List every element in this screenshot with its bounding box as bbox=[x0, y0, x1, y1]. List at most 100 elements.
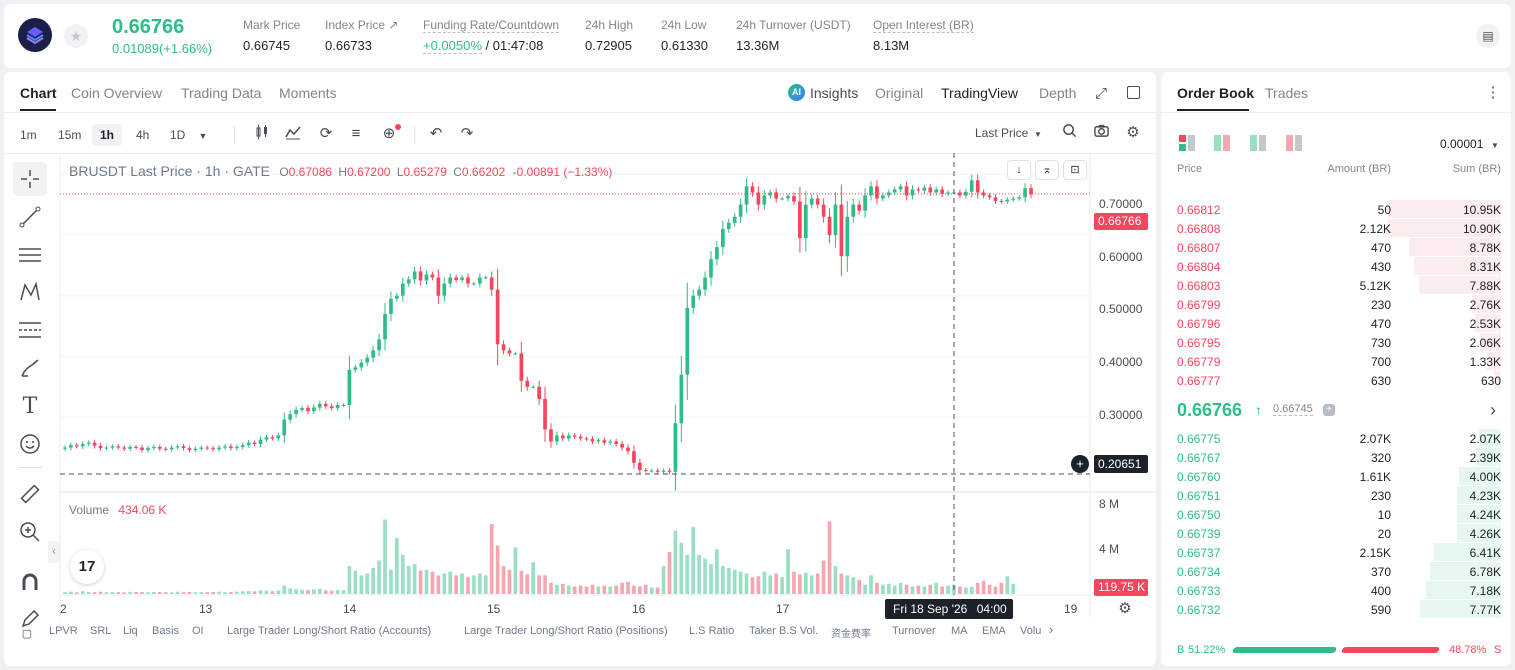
pattern-tool-icon[interactable] bbox=[13, 275, 47, 309]
indicator-ema[interactable]: EMA bbox=[982, 625, 1006, 637]
bid-row[interactable]: 0.66733 400 7.18K bbox=[1161, 581, 1511, 600]
indicator-lpvr[interactable]: LPVR bbox=[49, 625, 78, 637]
bid-row[interactable]: 0.66775 2.07K 2.07K bbox=[1161, 429, 1511, 448]
precision-select[interactable]: 0.00001 bbox=[1440, 137, 1484, 151]
indicator-funding-rate[interactable]: 资金费率 bbox=[831, 629, 871, 640]
indicator-ma[interactable]: MA bbox=[951, 625, 968, 637]
redo-icon[interactable]: ↷ bbox=[460, 125, 474, 142]
precision-chevron-icon[interactable]: ▼ bbox=[1491, 141, 1499, 150]
settings-gear-icon[interactable]: ⚙ bbox=[1126, 124, 1140, 141]
indicator-bar-icon[interactable]: ▢ bbox=[21, 628, 33, 640]
collapse-toolbar-icon[interactable]: ‹ bbox=[48, 541, 60, 563]
bid-row[interactable]: 0.66750 10 4.24K bbox=[1161, 505, 1511, 524]
bid-row[interactable]: 0.66760 1.61K 4.00K bbox=[1161, 467, 1511, 486]
ask-row[interactable]: 0.66803 5.12K 7.88K bbox=[1161, 276, 1511, 295]
templates-icon[interactable]: ≡ bbox=[351, 125, 361, 142]
indicator-large-trader-accounts[interactable]: Large Trader Long/Short Ratio (Accounts) bbox=[227, 625, 432, 637]
view-depth[interactable]: Depth bbox=[1039, 85, 1077, 101]
timeframe-4h[interactable]: 4h bbox=[136, 128, 150, 142]
indicator-oi[interactable]: OI bbox=[192, 625, 204, 637]
indicator-large-trader-positions[interactable]: Large Trader Long/Short Ratio (Positions… bbox=[464, 625, 668, 637]
ask-row[interactable]: 0.66812 50 10.95K bbox=[1161, 200, 1511, 219]
add-indicator-icon[interactable]: ⊕ bbox=[382, 125, 396, 142]
view-tradingview[interactable]: TradingView bbox=[941, 85, 1019, 101]
indicators-icon[interactable] bbox=[283, 124, 303, 146]
view-original[interactable]: Original bbox=[875, 85, 924, 101]
emoji-tool-icon[interactable] bbox=[13, 427, 47, 461]
timeframe-1h[interactable]: 1h bbox=[92, 124, 123, 146]
bid-sum: 7.18K bbox=[1469, 584, 1501, 598]
candlestick-chart[interactable] bbox=[4, 72, 1156, 666]
layout-bids-icon[interactable] bbox=[1250, 135, 1266, 151]
bid-row[interactable]: 0.66739 20 4.26K bbox=[1161, 524, 1511, 543]
indicator-ls-ratio[interactable]: L.S Ratio bbox=[689, 625, 735, 637]
window-icon[interactable] bbox=[1127, 86, 1140, 99]
brush-tool-icon[interactable] bbox=[13, 351, 47, 385]
chart-settings-button[interactable]: ⊡ bbox=[1063, 160, 1087, 180]
tab-moments[interactable]: Moments bbox=[279, 85, 337, 101]
trend-line-tool-icon[interactable] bbox=[13, 200, 47, 234]
bid-row[interactable]: 0.66732 590 7.77K bbox=[1161, 600, 1511, 619]
layout-asks-icon[interactable] bbox=[1286, 135, 1302, 151]
refresh-icon[interactable]: ⟳ bbox=[319, 125, 333, 142]
candle-type-icon[interactable] bbox=[252, 124, 272, 146]
camera-icon[interactable] bbox=[1091, 123, 1111, 144]
ask-row[interactable]: 0.66777 630 630 bbox=[1161, 371, 1511, 390]
timeframe-15m[interactable]: 15m bbox=[58, 128, 82, 142]
crosshair-tool-icon[interactable] bbox=[13, 162, 47, 196]
bid-row[interactable]: 0.66751 230 4.23K bbox=[1161, 486, 1511, 505]
collapse-legend-button[interactable]: ⌅ bbox=[1035, 160, 1059, 180]
ask-row[interactable]: 0.66799 230 2.76K bbox=[1161, 295, 1511, 314]
book-icon[interactable]: ▤ bbox=[1476, 24, 1500, 48]
indicator-scroll-right-icon[interactable]: › bbox=[1049, 622, 1054, 637]
indicator-liq[interactable]: Liq bbox=[123, 625, 138, 637]
pencil-lock-tool-icon[interactable] bbox=[13, 602, 47, 636]
view-insights[interactable]: Insights bbox=[810, 85, 859, 101]
indicator-turnover[interactable]: Turnover bbox=[892, 625, 936, 637]
mid-price-arrow-icon[interactable]: › bbox=[1490, 400, 1496, 420]
ask-row[interactable]: 0.66808 2.12K 10.90K bbox=[1161, 219, 1511, 238]
candle-body bbox=[958, 192, 962, 196]
more-options-icon[interactable]: ⋮ bbox=[1485, 84, 1501, 101]
price-type-chevron-icon[interactable]: ▼ bbox=[1034, 130, 1042, 139]
undo-icon[interactable]: ↶ bbox=[429, 125, 443, 142]
tab-trading-data[interactable]: Trading Data bbox=[181, 85, 262, 101]
scroll-down-button[interactable]: ↓ bbox=[1007, 160, 1031, 180]
tab-coin-overview[interactable]: Coin Overview bbox=[71, 85, 163, 101]
timeframe-1m[interactable]: 1m bbox=[20, 128, 37, 142]
bid-row[interactable]: 0.66734 370 6.78K bbox=[1161, 562, 1511, 581]
volume-bar bbox=[839, 573, 844, 594]
layout-both-icon[interactable] bbox=[1179, 135, 1195, 151]
ask-row[interactable]: 0.66807 470 8.78K bbox=[1161, 238, 1511, 257]
favorite-star-icon[interactable]: ★ bbox=[64, 24, 88, 48]
tab-trades[interactable]: Trades bbox=[1265, 85, 1309, 101]
zoom-in-tool-icon[interactable] bbox=[13, 515, 47, 549]
expand-icon[interactable]: ⤢ bbox=[1094, 85, 1107, 102]
ruler-tool-icon[interactable] bbox=[13, 477, 47, 511]
ask-row[interactable]: 0.66804 430 8.31K bbox=[1161, 257, 1511, 276]
indicator-srl[interactable]: SRL bbox=[90, 625, 112, 637]
ask-row[interactable]: 0.66795 730 2.06K bbox=[1161, 333, 1511, 352]
add-alert-icon[interactable]: + bbox=[1071, 455, 1089, 473]
timeframe-1d[interactable]: 1D bbox=[170, 128, 186, 142]
text-tool-icon[interactable]: T bbox=[22, 393, 38, 419]
tab-order-book[interactable]: Order Book bbox=[1177, 85, 1255, 101]
price-type-select[interactable]: Last Price bbox=[975, 126, 1029, 140]
horizontal-lines-tool-icon[interactable] bbox=[13, 238, 47, 272]
tradingview-logo[interactable]: 17 bbox=[70, 550, 104, 584]
bid-row[interactable]: 0.66737 2.15K 6.41K bbox=[1161, 543, 1511, 562]
bid-row[interactable]: 0.66767 320 2.39K bbox=[1161, 448, 1511, 467]
time-axis-settings-icon[interactable]: ⚙ bbox=[1118, 600, 1132, 617]
indicator-taker-bs-vol[interactable]: Taker B.S Vol. bbox=[749, 625, 819, 637]
ask-row[interactable]: 0.66779 700 1.33K bbox=[1161, 352, 1511, 371]
indicator-basis[interactable]: Basis bbox=[152, 625, 179, 637]
tab-chart[interactable]: Chart bbox=[20, 85, 57, 101]
magnet-tool-icon[interactable] bbox=[13, 565, 47, 599]
search-icon[interactable] bbox=[1059, 123, 1079, 144]
ask-row[interactable]: 0.66796 470 2.53K bbox=[1161, 314, 1511, 333]
layout-bids-asks-icon[interactable] bbox=[1214, 135, 1230, 151]
timeframe-dropdown-icon[interactable]: ▼ bbox=[198, 131, 208, 141]
indicator-volume[interactable]: Volu bbox=[1020, 625, 1042, 637]
index-price-label[interactable]: Index Price ↗ bbox=[325, 18, 399, 32]
fib-tool-icon[interactable] bbox=[13, 313, 47, 347]
